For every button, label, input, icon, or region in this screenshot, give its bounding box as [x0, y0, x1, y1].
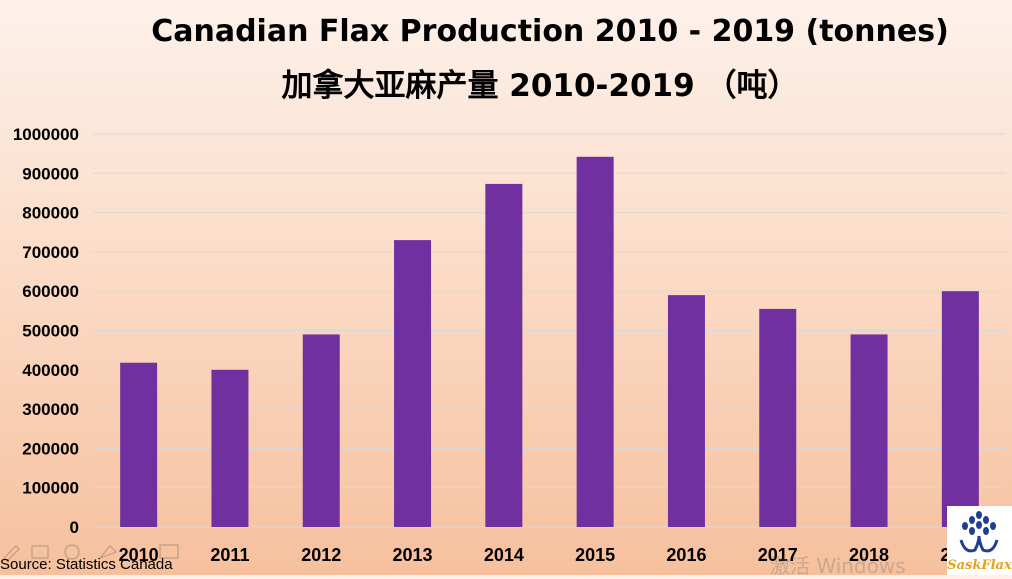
bar-2019 — [941, 291, 979, 527]
x-tick-label-2015: 2015 — [575, 545, 615, 565]
zoom-icon[interactable] — [64, 544, 80, 560]
video-icon[interactable] — [159, 544, 179, 559]
x-tick-label-2013: 2013 — [393, 545, 433, 565]
chart-title-chinese: 加拿大亚麻产量 2010-2019 （吨） — [281, 68, 799, 104]
x-tick-label-2016: 2016 — [666, 545, 706, 565]
y-tick-label: 600000 — [22, 282, 79, 301]
slideshow-toolbar[interactable] — [0, 540, 190, 562]
chart-title-english: Canadian Flax Production 2010 - 2019 (to… — [151, 14, 949, 49]
y-tick-label: 300000 — [22, 400, 79, 419]
y-tick-label: 900000 — [22, 164, 79, 183]
pen-icon[interactable] — [3, 545, 20, 562]
y-tick-label: 700000 — [22, 243, 79, 262]
bar-2018 — [850, 334, 888, 527]
bar-2015 — [576, 156, 614, 527]
x-tick-label-2010: 2010 — [119, 545, 159, 565]
x-tick-label-2012: 2012 — [301, 545, 341, 565]
y-tick-label: 100000 — [22, 479, 79, 498]
logo-wordmark: SaskFlax — [947, 558, 1012, 573]
source-note: Source: Statistics Canada — [0, 556, 173, 573]
x-tick-label-2017: 2017 — [758, 545, 798, 565]
bar-2010 — [120, 362, 158, 527]
x-tick-label-2011: 2011 — [210, 545, 249, 565]
windows-activation-watermark: 激活 Windows — [770, 554, 906, 578]
bar-2016 — [667, 295, 705, 527]
bar-2011 — [211, 369, 249, 527]
y-tick-label: 400000 — [22, 361, 79, 380]
y-tick-label: 500000 — [22, 322, 79, 341]
bar-2013 — [394, 240, 432, 528]
slides-icon[interactable] — [31, 545, 49, 559]
x-axis-tick-labels: 2010201120122013201420152016201720182019 — [119, 545, 981, 565]
flax-flower-icon — [959, 511, 999, 553]
pointer-icon[interactable] — [98, 545, 118, 560]
bar-2017 — [759, 308, 797, 527]
y-tick-label: 200000 — [22, 439, 79, 458]
bar-2014 — [485, 183, 523, 527]
y-tick-label: 1000000 — [13, 125, 79, 144]
x-tick-label-2018: 2018 — [849, 545, 889, 565]
y-tick-label: 800000 — [22, 204, 79, 223]
y-axis-tick-labels: 0 100000 200000 300000 400000 500000 600000 700… — [13, 125, 79, 537]
bar-2012 — [302, 334, 340, 527]
x-tick-label-2014: 2014 — [484, 545, 524, 565]
y-tick-label: 0 — [70, 518, 79, 537]
bars — [120, 156, 979, 528]
saskflax-logo: SaskFlax — [947, 506, 1012, 575]
